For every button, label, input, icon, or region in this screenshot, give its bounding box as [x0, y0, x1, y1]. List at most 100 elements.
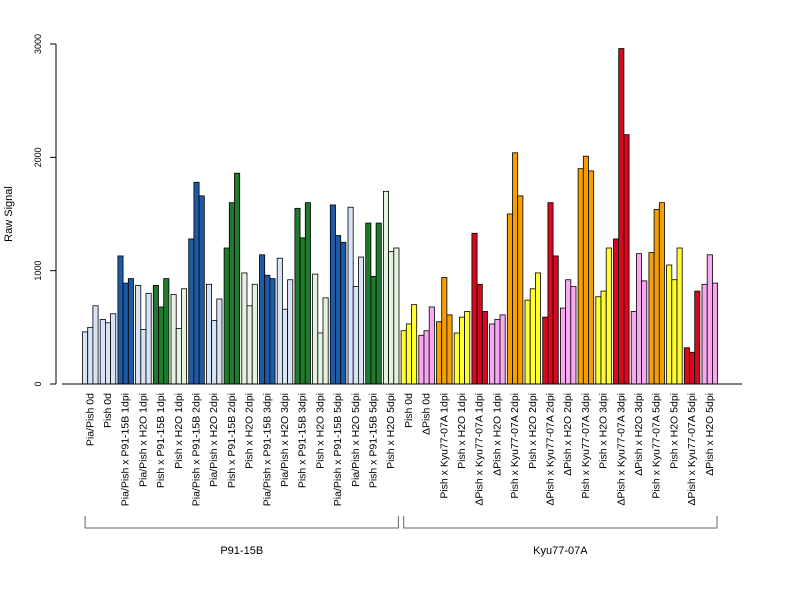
bar — [223, 247, 230, 385]
x-tick-label: Pia/Pish x P91-15B 5dpi — [332, 393, 344, 506]
bar — [188, 238, 195, 385]
bar — [517, 195, 524, 385]
x-tick-label: Pish x H2O 1dpi — [456, 393, 468, 469]
group-brackets: P91-15B Kyu77-07A — [84, 516, 718, 557]
bar — [87, 326, 94, 385]
bar — [365, 222, 372, 385]
bar — [535, 272, 542, 385]
bar — [352, 286, 359, 385]
x-tick-label: ΔPish x H2O 3dpi — [633, 393, 645, 476]
bar — [489, 323, 496, 385]
x-tick-label: Pia/Pish x H2O 2dpi — [208, 393, 220, 487]
bar — [193, 181, 200, 385]
x-tick-label: Pish x H2O 2dpi — [527, 393, 539, 469]
x-tick-label: Pish x P91-15B 3dpi — [297, 393, 309, 488]
x-tick-label: Pish x P91-15B 5dpi — [368, 393, 380, 488]
y-axis: 0 1000 2000 3000 — [33, 34, 57, 387]
bar — [246, 305, 253, 385]
bar — [241, 272, 248, 385]
bar — [99, 318, 106, 385]
bar — [552, 255, 559, 385]
x-tick-label: ΔPish x Kyu77-07A 3dpi — [615, 393, 627, 506]
bar — [577, 168, 584, 385]
bar — [105, 322, 112, 385]
group-bracket — [84, 516, 399, 529]
bar — [694, 290, 701, 385]
bar — [82, 331, 89, 385]
x-tick-label: Pia/Pish x P91-15B 1dpi — [120, 393, 132, 506]
x-tick-label: Pish x Kyu77-07A 2dpi — [509, 393, 521, 499]
bar — [175, 328, 182, 385]
bar — [347, 206, 354, 385]
bar — [618, 48, 625, 385]
bar — [701, 283, 708, 385]
bar — [163, 278, 170, 385]
bar — [411, 304, 418, 385]
x-tick-label: Pia/Pish x H2O 5dpi — [350, 393, 362, 487]
bar — [476, 283, 483, 385]
bar — [216, 298, 223, 385]
bar — [122, 282, 129, 385]
bar — [689, 351, 696, 385]
bar — [140, 329, 147, 385]
x-tick-label: ΔPish x Kyu77-07A 2dpi — [545, 393, 557, 506]
bar — [658, 202, 665, 385]
bar — [127, 278, 134, 385]
x-tick-label: ΔPish x Kyu77-07A 5dpi — [686, 393, 698, 506]
bar — [512, 152, 519, 385]
bar — [135, 284, 142, 385]
bar — [228, 202, 235, 385]
x-tick-label: Pish x H2O 5dpi — [668, 393, 680, 469]
bar — [570, 286, 577, 385]
bar — [322, 297, 329, 385]
x-tick-label: Pish x Kyu77-07A 1dpi — [438, 393, 450, 499]
bar — [198, 195, 205, 385]
bar — [152, 284, 159, 385]
bar — [400, 330, 407, 385]
bar — [92, 305, 99, 385]
bar — [653, 209, 660, 385]
x-axis-tick-labels: Pia/Pish 0d Pish 0d Pia/Pish x P91-15B 1dp… — [84, 393, 716, 506]
bar — [436, 321, 443, 385]
bar — [382, 190, 389, 385]
x-tick-label: ΔPish x H2O 1dpi — [491, 393, 503, 476]
x-tick-label: Pish x H2O 1dpi — [173, 393, 185, 469]
bar — [648, 252, 655, 385]
group-label: Kyu77-07A — [533, 545, 588, 557]
x-tick-label: ΔPish x H2O 5dpi — [704, 393, 716, 476]
group-bracket — [403, 516, 718, 529]
bar — [340, 241, 347, 385]
bar — [335, 235, 342, 385]
bar — [205, 283, 212, 385]
x-tick-label: Pia/Pish x H2O 1dpi — [137, 393, 149, 487]
bar — [636, 253, 643, 385]
bar — [312, 273, 319, 385]
x-tick-label: Pia/Pish x P91-15B 2dpi — [191, 393, 203, 506]
bar — [712, 282, 719, 385]
bar — [251, 283, 258, 385]
bar — [524, 299, 531, 385]
bar — [630, 311, 637, 385]
bar — [211, 320, 218, 385]
bar — [276, 257, 283, 385]
x-tick-label: ΔPish x H2O 2dpi — [562, 393, 574, 476]
x-tick-label: ΔPish x Kyu77-07A 1dpi — [474, 393, 486, 506]
y-tick-label: 3000 — [33, 34, 43, 54]
bar — [281, 308, 288, 385]
bar — [613, 238, 620, 385]
bar — [494, 318, 501, 385]
bar — [441, 277, 448, 385]
bar — [158, 306, 165, 385]
y-tick-label: 1000 — [33, 261, 43, 281]
bar — [170, 294, 177, 385]
bar — [234, 172, 241, 385]
bar — [706, 254, 713, 385]
bar — [565, 279, 572, 385]
bar — [666, 264, 673, 385]
bar — [428, 306, 435, 385]
x-tick-label: ΔPish 0d — [421, 393, 433, 435]
x-tick-label: Pish x H2O 5dpi — [385, 393, 397, 469]
bar — [375, 222, 382, 385]
bar — [453, 332, 460, 385]
